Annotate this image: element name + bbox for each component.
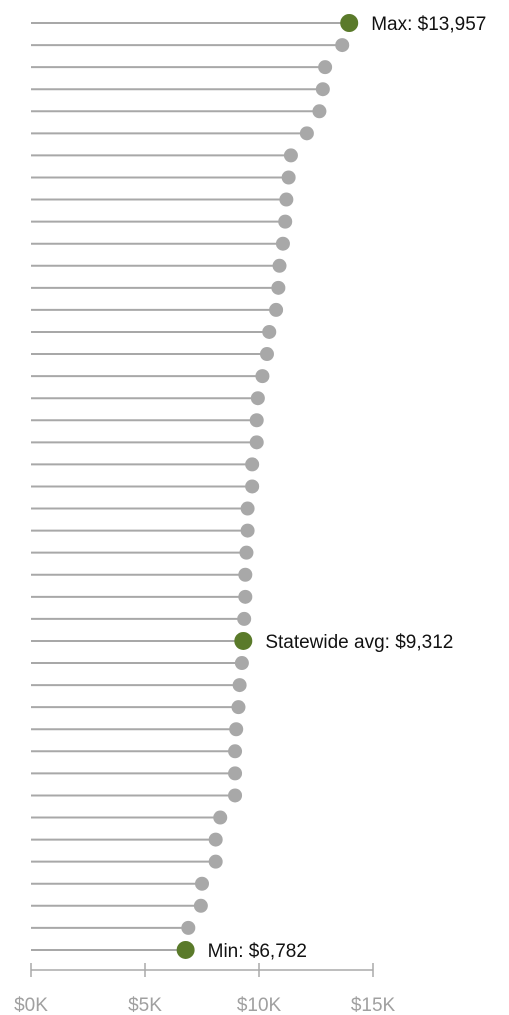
data-point <box>245 457 260 472</box>
data-point <box>262 324 277 339</box>
data-point <box>283 148 298 163</box>
annotation-label: Min: $6,782 <box>208 941 307 962</box>
x-tick-label: $5K <box>128 995 162 1015</box>
data-point <box>250 391 265 406</box>
highlight-point <box>176 940 195 959</box>
annotations-group: Max: $13,957 Statewide avg: $9,312 Min: $6… <box>208 14 487 962</box>
highlight-point <box>340 14 359 32</box>
data-point <box>249 413 264 428</box>
data-point <box>245 479 260 494</box>
data-point <box>228 766 243 781</box>
x-tick-label: $10K <box>237 995 282 1015</box>
data-point <box>232 678 247 693</box>
data-point <box>271 280 286 295</box>
annotation-label: Max: $13,957 <box>371 14 486 35</box>
data-point <box>318 60 333 75</box>
data-point <box>231 700 246 715</box>
data-point <box>228 788 243 803</box>
data-point <box>335 38 350 53</box>
data-point <box>281 170 296 185</box>
data-point <box>272 258 287 273</box>
highlight-point <box>234 631 253 650</box>
data-point <box>275 236 290 251</box>
data-point <box>240 501 255 516</box>
x-tick-label: $15K <box>351 995 396 1015</box>
data-point <box>238 567 253 582</box>
x-axis: $0K $5K $10K $15K <box>14 963 396 1015</box>
data-point <box>181 920 196 935</box>
data-point <box>237 611 252 626</box>
data-point <box>208 832 223 847</box>
data-point <box>312 104 327 119</box>
data-point <box>255 369 270 384</box>
data-point <box>213 810 228 825</box>
data-point <box>195 876 209 891</box>
data-point <box>234 656 249 671</box>
points-group <box>176 14 359 959</box>
data-point <box>299 126 314 141</box>
data-point <box>259 347 274 362</box>
data-point <box>269 302 284 317</box>
data-point <box>249 435 264 450</box>
data-point <box>238 589 253 604</box>
data-point <box>239 545 254 560</box>
x-tick-label: $0K <box>14 995 48 1015</box>
stems-group <box>31 22 350 951</box>
data-point <box>229 722 244 737</box>
data-point <box>208 854 223 869</box>
data-point <box>315 82 330 97</box>
data-point <box>278 214 293 229</box>
data-point <box>279 192 294 207</box>
data-point <box>228 744 243 759</box>
annotation-label: Statewide avg: $9,312 <box>265 632 453 653</box>
data-point <box>240 523 255 538</box>
data-point <box>193 898 208 913</box>
